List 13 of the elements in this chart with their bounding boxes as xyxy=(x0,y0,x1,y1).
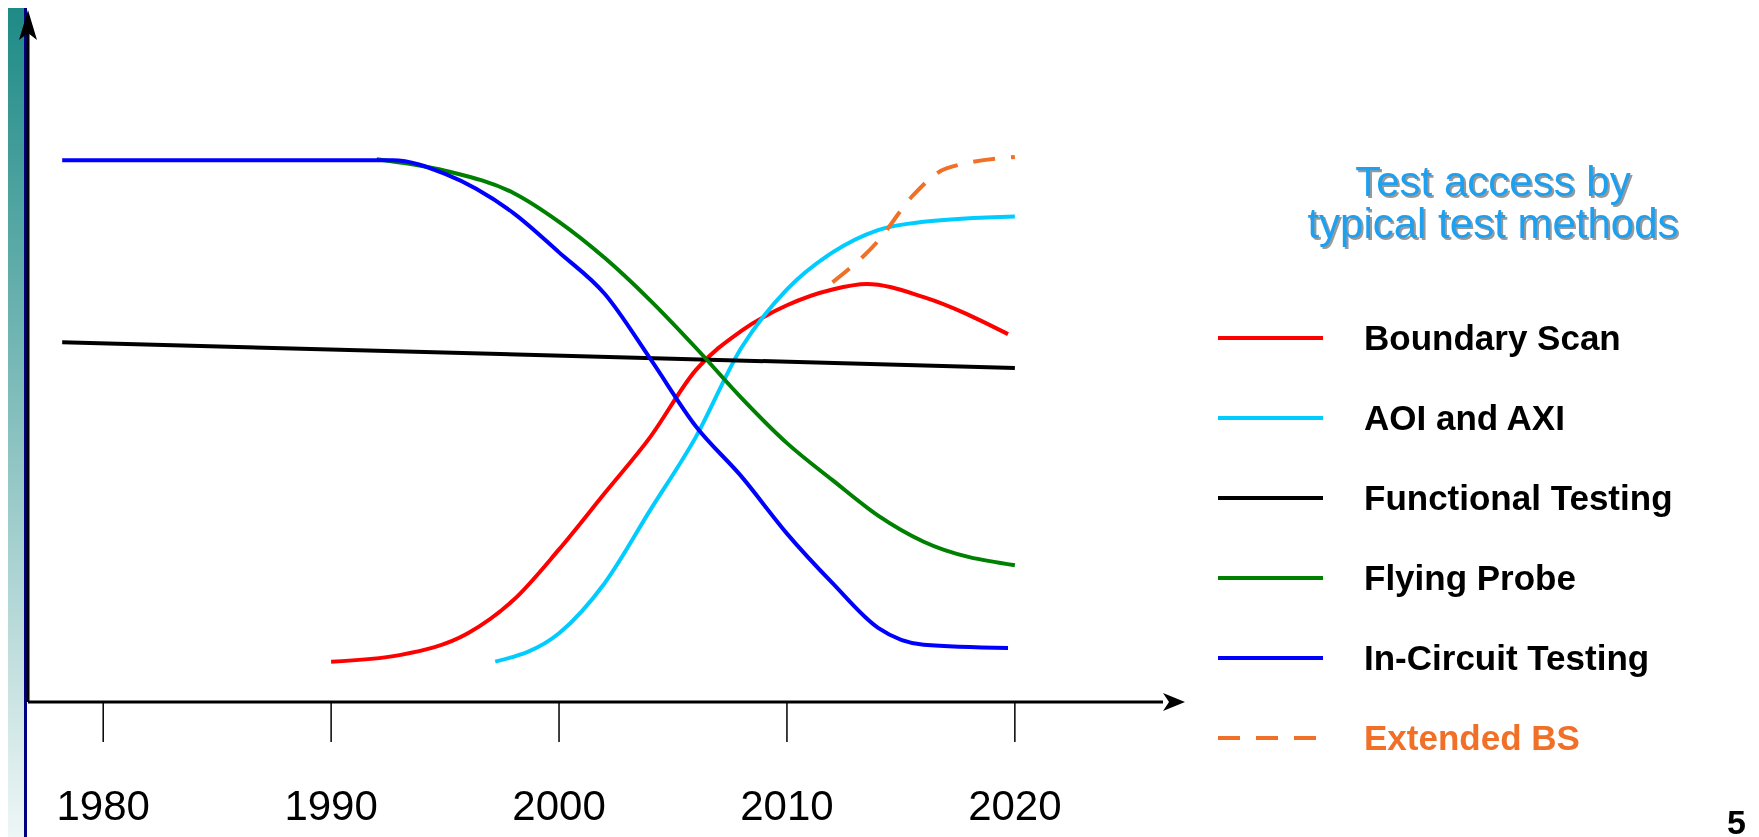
legend-title: Test access by typical test methods xyxy=(1307,158,1679,247)
x-tick-label: 2010 xyxy=(740,782,834,829)
legend-label: In-Circuit Testing xyxy=(1364,638,1650,677)
x-tick-label: 2000 xyxy=(512,782,606,829)
legend-label: AOI and AXI xyxy=(1364,398,1565,437)
legend-label: Extended BS xyxy=(1364,718,1580,757)
x-tick-label: 1990 xyxy=(284,782,378,829)
x-tick-label: 2020 xyxy=(968,782,1062,829)
legend-label: Flying Probe xyxy=(1364,558,1576,597)
text: 5 xyxy=(1727,803,1746,837)
x-tick-label: 1980 xyxy=(56,782,150,829)
legend-label: Functional Testing xyxy=(1364,478,1673,517)
legend-label: Boundary Scan xyxy=(1364,318,1621,357)
